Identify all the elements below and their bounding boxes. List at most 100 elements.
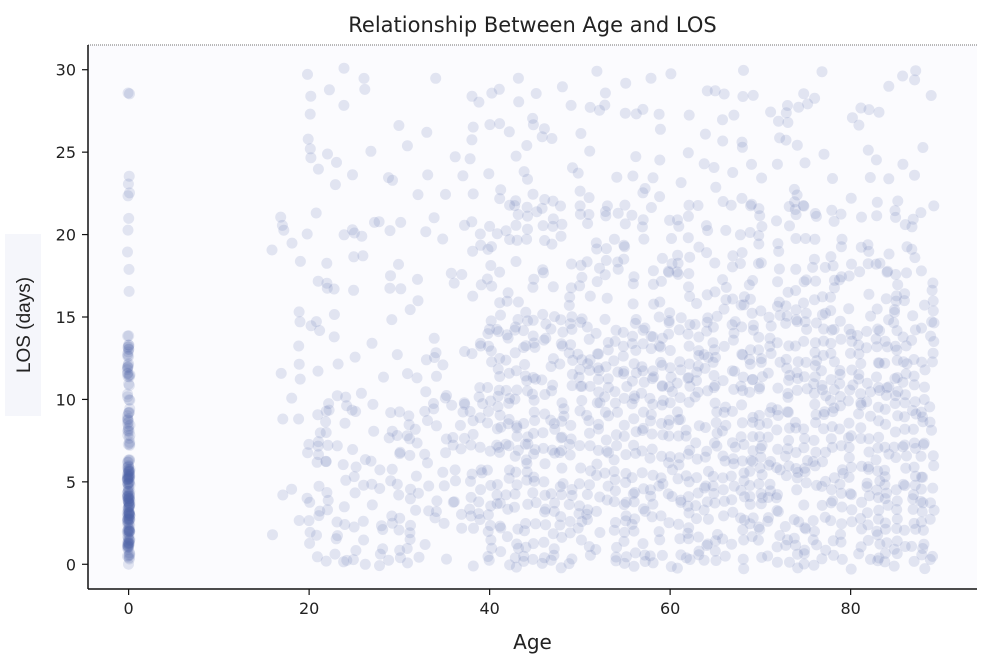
- scatter-point: [752, 534, 764, 546]
- scatter-point: [701, 496, 713, 508]
- scatter-point: [735, 431, 747, 443]
- scatter-point: [511, 234, 523, 246]
- scatter-point: [906, 221, 918, 233]
- scatter-point: [600, 254, 612, 266]
- scatter-point: [864, 172, 876, 183]
- scatter-point: [834, 400, 846, 412]
- scatter-point: [738, 299, 750, 311]
- scatter-point: [771, 424, 783, 436]
- scatter-point: [919, 381, 930, 393]
- x-tick-label: 80: [840, 599, 860, 618]
- scatter-point: [656, 332, 668, 344]
- scatter-point: [573, 371, 585, 383]
- scatter-point: [608, 496, 620, 508]
- scatter-point: [123, 529, 135, 541]
- scatter-point: [511, 430, 523, 442]
- scatter-point: [303, 438, 315, 450]
- scatter-point: [916, 506, 928, 518]
- scatter-point: [555, 314, 567, 326]
- scatter-point: [747, 275, 759, 286]
- scatter-point: [709, 497, 721, 509]
- scatter-point: [657, 395, 669, 406]
- scatter-point: [385, 475, 397, 487]
- scatter-point: [917, 471, 929, 483]
- scatter-point: [861, 477, 873, 489]
- scatter-point: [626, 375, 638, 387]
- scatter-point: [311, 529, 322, 541]
- scatter-point: [549, 497, 561, 509]
- scatter-point: [558, 410, 570, 422]
- scatter-point: [917, 416, 929, 428]
- scatter-point: [305, 152, 317, 164]
- scatter-point: [539, 235, 551, 246]
- scatter-point: [717, 472, 729, 484]
- scatter-point: [728, 480, 740, 492]
- scatter-point: [123, 466, 135, 477]
- scatter-point: [673, 414, 684, 426]
- scatter-point: [744, 498, 756, 510]
- scatter-point: [387, 174, 398, 186]
- scatter-point: [611, 440, 623, 452]
- scatter-point: [699, 128, 711, 140]
- scatter-point: [448, 277, 460, 289]
- scatter-point: [711, 427, 723, 439]
- scatter-point: [899, 423, 911, 435]
- scatter-point: [871, 196, 883, 208]
- scatter-point: [629, 486, 641, 498]
- scatter-point: [747, 445, 759, 457]
- scatter-point: [653, 108, 665, 120]
- scatter-point: [339, 417, 351, 429]
- scatter-point: [403, 410, 415, 422]
- scatter-point: [826, 484, 838, 496]
- scatter-point: [123, 463, 135, 475]
- scatter-point: [618, 239, 630, 251]
- scatter-point: [121, 473, 133, 485]
- scatter-point: [545, 488, 557, 500]
- scatter-point: [122, 524, 134, 536]
- scatter-point: [468, 522, 479, 534]
- scatter-point: [736, 399, 748, 411]
- scatter-point: [810, 446, 822, 458]
- scatter-point: [123, 499, 135, 511]
- scatter-point: [627, 488, 639, 500]
- scatter-point: [843, 471, 855, 483]
- scatter-point: [910, 408, 922, 420]
- scatter-point: [871, 484, 883, 496]
- scatter-point: [862, 258, 874, 270]
- scatter-point: [882, 499, 894, 511]
- scatter-point: [916, 322, 927, 334]
- scatter-point: [600, 206, 611, 217]
- scatter-point: [861, 325, 873, 337]
- scatter-point: [897, 441, 909, 453]
- scatter-point: [346, 224, 358, 236]
- scatter-point: [539, 489, 551, 501]
- scatter-point: [899, 389, 911, 401]
- scatter-point: [522, 385, 533, 397]
- scatter-point: [927, 450, 939, 462]
- scatter-point: [925, 90, 937, 101]
- scatter-point: [485, 345, 497, 357]
- scatter-point: [411, 437, 423, 449]
- scatter-point: [357, 250, 369, 262]
- scatter-point: [825, 337, 837, 349]
- scatter-point: [709, 286, 721, 298]
- scatter-point: [683, 507, 695, 519]
- scatter-point: [798, 297, 809, 309]
- scatter-point: [482, 243, 494, 255]
- scatter-point: [482, 509, 494, 521]
- scatter-point: [684, 444, 696, 456]
- scatter-point: [440, 447, 452, 459]
- scatter-point: [510, 219, 522, 231]
- scatter-point: [897, 376, 909, 388]
- scatter-point: [620, 449, 632, 461]
- scatter-point: [855, 388, 867, 400]
- scatter-point: [790, 263, 802, 275]
- scatter-point: [889, 306, 900, 318]
- scatter-point: [647, 498, 659, 510]
- scatter-point: [861, 342, 872, 354]
- scatter-point: [717, 533, 729, 545]
- scatter-point: [627, 170, 639, 182]
- scatter-point: [756, 551, 768, 563]
- scatter-point: [123, 476, 135, 488]
- scatter-point: [565, 339, 577, 351]
